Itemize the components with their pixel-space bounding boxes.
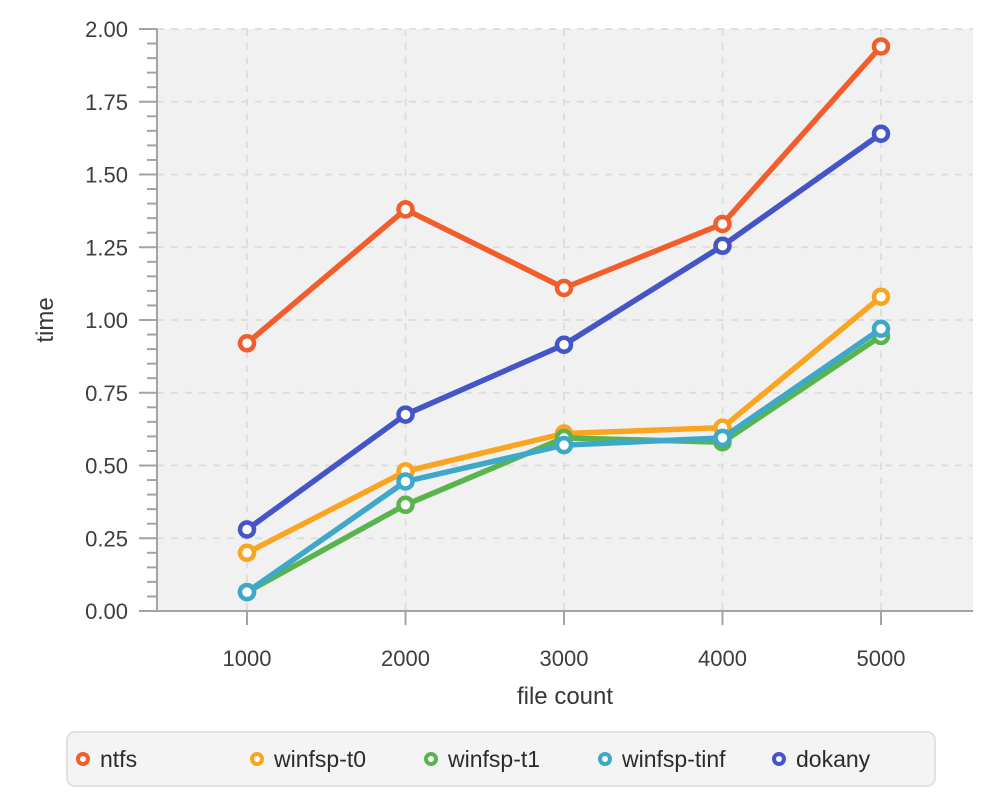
y-axis-title: time [32,297,59,343]
legend-ring-icon [598,752,612,766]
legend-item-winfsp-t1: winfsp-t1 [424,746,598,773]
legend: ntfs winfsp-t0 winfsp-t1 winfsp-tinf dokany [66,731,936,787]
y-tick-label: 2.00 [85,17,128,42]
series-marker-winfsp-t0 [237,543,257,563]
legend-label: winfsp-t0 [274,745,367,772]
y-tick-label: 1.25 [85,235,128,260]
series-marker-dokany [237,520,257,539]
y-tick-label: 0.25 [85,526,128,551]
series-marker-dokany [713,236,732,256]
x-tick-label: 3000 [540,646,589,671]
x-tick-label: 4000 [698,646,747,671]
y-tick-label: 1.75 [85,90,128,115]
x-tick-label: 5000 [857,646,906,671]
y-tick-label: 0.50 [85,454,128,479]
series-marker-ntfs [871,37,891,56]
legend-label: ntfs [100,745,138,772]
y-tick-label: 0.75 [85,381,128,406]
y-tick-label: 1.00 [85,308,128,333]
legend-ring-icon [772,752,786,766]
legend-item-winfsp-t0: winfsp-t0 [250,746,424,773]
series-marker-dokany [396,405,415,424]
series-marker-dokany [871,124,891,144]
legend-item-dokany: dokany [772,746,946,773]
series-marker-ntfs [713,214,732,234]
series-marker-winfsp-tinf [554,435,574,455]
legend-item-ntfs: ntfs [76,746,250,773]
x-tick-label: 2000 [381,646,430,671]
legend-item-winfsp-tinf: winfsp-tinf [598,746,772,773]
legend-label: dokany [796,745,871,772]
legend-ring-icon [76,752,90,766]
series-marker-dokany [554,335,574,354]
series-marker-winfsp-tinf [713,428,732,448]
legend-ring-icon [424,752,438,766]
series-marker-ntfs [554,278,574,298]
series-marker-ntfs [237,334,257,353]
series-marker-winfsp-tinf [871,319,891,338]
series-marker-winfsp-tinf [396,472,415,491]
legend-ring-icon [250,752,264,766]
series-marker-winfsp-t1 [396,495,415,515]
legend-label: winfsp-t1 [448,745,541,772]
series-marker-winfsp-tinf [237,582,257,602]
y-tick-label: 1.50 [85,163,128,188]
x-axis-title: file count [516,683,614,710]
y-tick-label: 0.00 [85,599,128,624]
series-marker-ntfs [396,200,415,219]
x-tick-label: 1000 [223,646,272,671]
legend-label: winfsp-tinf [622,745,726,772]
series-marker-winfsp-t0 [871,287,891,306]
